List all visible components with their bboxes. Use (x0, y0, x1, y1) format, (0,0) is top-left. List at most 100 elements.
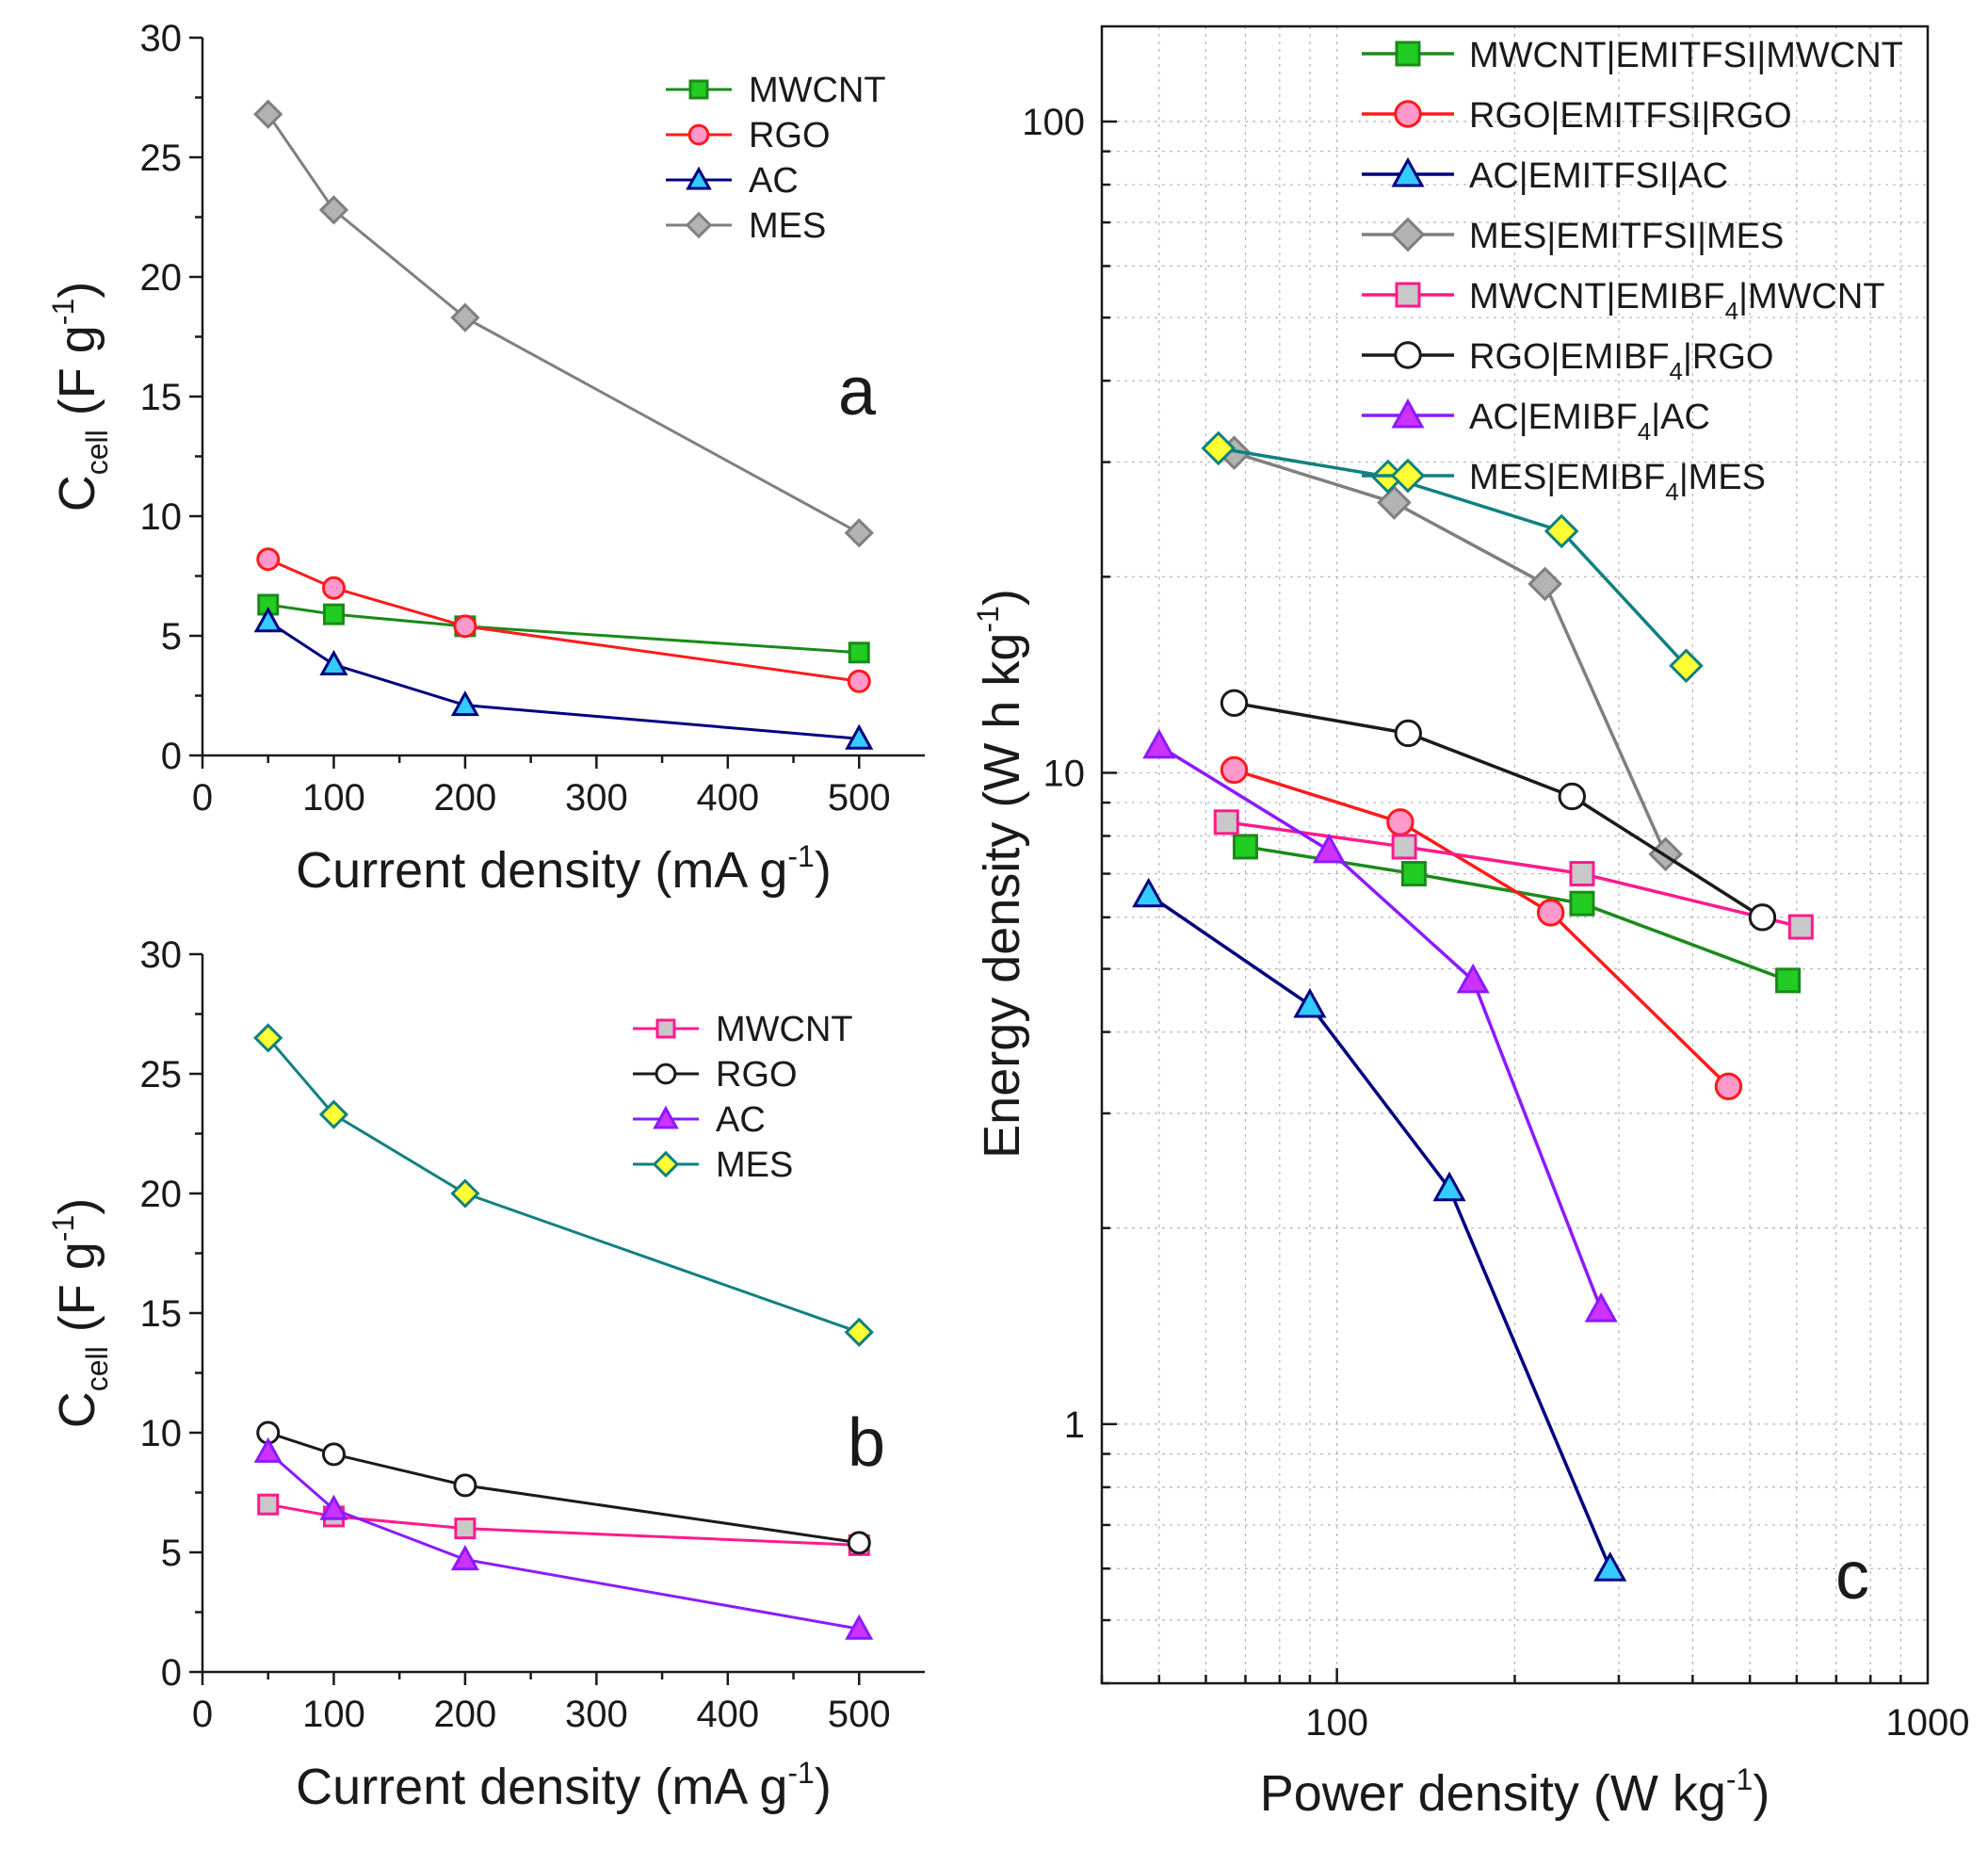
legend-label: MES (749, 206, 826, 246)
data-point (1569, 861, 1595, 887)
data-point (1787, 914, 1814, 940)
data-point (450, 690, 479, 717)
data-point (253, 1023, 283, 1053)
y-tick-label: 30 (140, 18, 183, 59)
x-tick-label: 100 (1305, 1702, 1368, 1744)
series-rgo (256, 547, 871, 693)
data-point (1536, 899, 1565, 927)
series-ac-emitfsi-ac (1132, 877, 1627, 1582)
legend-label: RGO|EMITFSI|RGO (1469, 96, 1792, 136)
legend-item: MWCNT (666, 71, 886, 110)
data-point (319, 1494, 348, 1520)
y-tick-label: 15 (140, 377, 183, 418)
data-point (1142, 728, 1176, 759)
legend-item: RGO|EMITFSI|RGO (1362, 96, 1792, 136)
x-tick-label: 200 (434, 777, 497, 819)
panel-label: c (1835, 1538, 1869, 1614)
legend-marker (1394, 100, 1422, 128)
series-ac-emibf4-ac (1142, 728, 1618, 1323)
x-tick-label: 100 (302, 1694, 365, 1735)
data-point (253, 607, 283, 633)
series-line (267, 1431, 860, 1545)
data-point (844, 518, 874, 548)
x-axis-title: Current density (mA g-1) (296, 1756, 832, 1815)
x-tick-label: 1000 (1886, 1702, 1970, 1744)
y-tick-label: 100 (1022, 102, 1085, 143)
legend-item: AC (633, 1100, 766, 1140)
legend-label: MWCNT|EMIBF4|MWCNT (1469, 277, 1885, 325)
data-point (848, 641, 870, 664)
grid (1102, 26, 1928, 1683)
x-tick-label: 500 (828, 1694, 891, 1735)
data-point (1748, 903, 1777, 932)
data-point (1377, 485, 1412, 520)
x-tick-label: 400 (696, 1694, 759, 1735)
legend-marker (1390, 217, 1426, 252)
legend-item: RGO (666, 116, 831, 155)
legend-item: MES (633, 1145, 793, 1185)
data-point (1201, 430, 1236, 466)
legend-label: MWCNT|EMITFSI|MWCNT (1469, 36, 1903, 75)
data-point (450, 302, 480, 333)
data-point (321, 576, 346, 600)
chart-panel-b: 0 100 200 300 400 500 0 5 10 15 20 25 30 Current dens… (46, 934, 925, 1815)
series-line (1234, 701, 1764, 919)
x-tick-label: 500 (828, 777, 891, 819)
y-tick-label: 0 (161, 1652, 182, 1694)
y-tick-label: 0 (161, 736, 182, 777)
data-point (1213, 809, 1239, 836)
data-point (1232, 834, 1258, 860)
y-tick-label: 1 (1064, 1404, 1085, 1446)
data-point (1569, 890, 1595, 917)
data-point (1527, 566, 1562, 602)
data-point (257, 1493, 280, 1516)
series-mes-emitfsi-mes (1217, 435, 1683, 872)
y-tick-label: 25 (140, 1054, 183, 1095)
data-point (1386, 808, 1414, 836)
legend-item: AC (666, 161, 799, 201)
series-rgo-emibf4-rgo (1220, 689, 1777, 932)
series-line (1234, 768, 1730, 1088)
panel-label: a (838, 354, 877, 430)
legend-marker (655, 1018, 676, 1039)
series-mes (253, 1023, 874, 1347)
x-tick-label: 300 (565, 777, 628, 819)
data-point (1132, 877, 1166, 908)
series-line (1218, 446, 1688, 668)
y-axis-title: Energy density (W h kg-1) (971, 589, 1030, 1159)
data-point (322, 603, 345, 625)
series-line (1226, 820, 1802, 929)
data-point (454, 1517, 477, 1540)
data-point (1669, 648, 1704, 684)
y-tick-label: 5 (161, 616, 182, 657)
series-rgo (256, 1420, 871, 1555)
legend-marker (1395, 41, 1421, 67)
data-point (318, 1099, 349, 1129)
series-line (267, 558, 860, 683)
legend-label: MES|EMITFSI|MES (1469, 217, 1784, 256)
series-line (267, 1502, 860, 1547)
legend-item: MES|EMITFSI|MES (1362, 217, 1784, 256)
series-line (267, 1036, 860, 1334)
y-tick-label: 10 (140, 496, 183, 538)
data-point (1293, 987, 1327, 1018)
legend-label: MES (716, 1145, 793, 1185)
legend-label: AC (716, 1100, 766, 1140)
legend-item: MWCNT (633, 1010, 853, 1049)
data-point (847, 1531, 871, 1555)
data-point (1391, 834, 1417, 860)
legend-marker (1395, 282, 1421, 308)
series-ac (253, 1436, 874, 1640)
x-tick-label: 100 (302, 777, 365, 819)
data-point (1312, 833, 1346, 864)
legend-marker (1391, 398, 1425, 429)
legend-marker (1391, 156, 1425, 187)
series-line (1157, 744, 1603, 1310)
series-mwcnt (257, 593, 870, 664)
legend: MWCNT|EMITFSI|MWCNT RGO|EMITFSI|RGO AC|EMI… (1362, 36, 1903, 506)
panel-label: b (848, 1405, 885, 1481)
legend-item: RGO|EMIBF4|RGO (1362, 337, 1773, 385)
series-line (267, 1451, 860, 1631)
data-point (1400, 861, 1427, 887)
legend-marker (685, 211, 713, 239)
